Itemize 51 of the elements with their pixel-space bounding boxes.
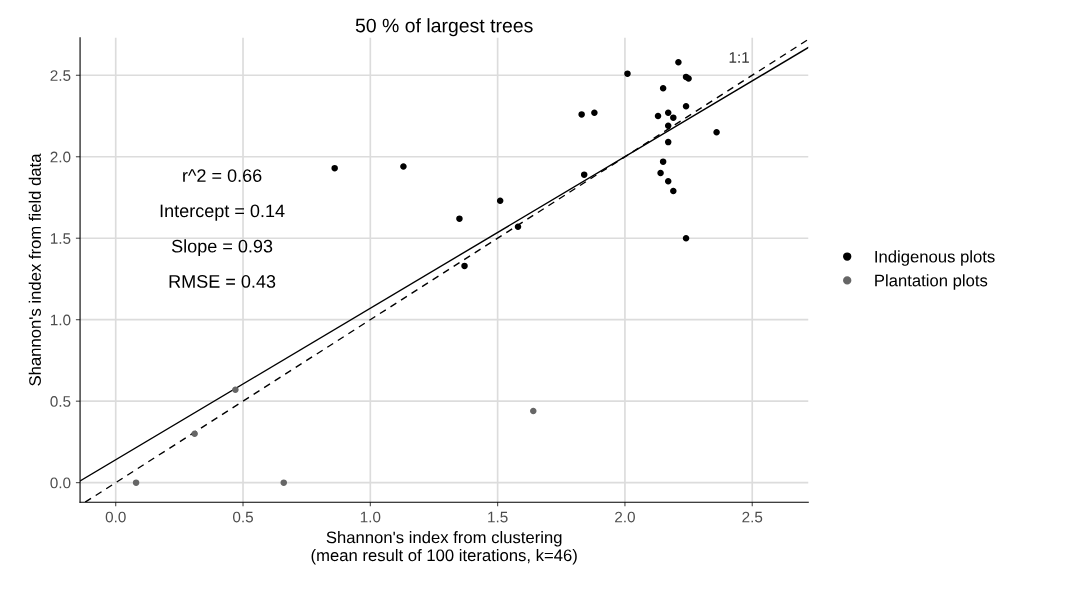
point: [580, 171, 588, 178]
point: [682, 234, 690, 242]
x-tick-label: 0.5: [233, 511, 253, 523]
y-tick-label: 0.5: [50, 396, 71, 407]
x-tick-label: 2.0: [615, 511, 635, 523]
point: [624, 70, 631, 77]
legend-label: Indigenous plots: [875, 250, 995, 266]
y-axis-title: Shannon's index from field data: [28, 153, 41, 386]
annotation: r^2 = 0.66: [183, 169, 262, 182]
point: [713, 129, 720, 136]
y-tick-label: 1.0: [50, 314, 71, 326]
point: [331, 164, 338, 172]
point: [654, 112, 662, 120]
point: [456, 215, 463, 222]
point: [682, 102, 690, 110]
point: [280, 479, 288, 486]
point: [530, 407, 537, 415]
y-tick-label: 2.5: [50, 70, 71, 81]
y-tick-label: 0.0: [50, 477, 71, 489]
point: [670, 114, 677, 121]
point: [670, 187, 677, 195]
y-tick-label: 2.0: [50, 151, 71, 163]
point: [664, 177, 672, 185]
point: [659, 158, 667, 165]
x-tick-label: 0.0: [105, 511, 126, 523]
point: [664, 109, 672, 117]
x-axis-title: Shannon's index from clustering (mean result of 100 iterations, k=46): [311, 531, 577, 565]
point: [461, 262, 468, 270]
y-tick-label: 1.5: [50, 233, 71, 244]
point: [191, 430, 198, 438]
annotation: RMSE = 0.43: [169, 275, 276, 288]
point: [132, 479, 140, 486]
point: [675, 58, 682, 66]
x-tick-label: 2.5: [742, 511, 763, 523]
point: [232, 386, 239, 394]
annotation: Slope = 0.93: [171, 239, 273, 257]
chart-title: 50 % of largest trees: [355, 18, 533, 37]
point: [657, 169, 664, 177]
x-tick-label: 1.0: [360, 511, 381, 523]
legend-label: Plantation plots: [875, 274, 988, 290]
point: [578, 111, 585, 118]
point: [400, 163, 407, 170]
point: [659, 85, 667, 92]
annotation: Intercept = 0.14: [160, 204, 285, 221]
point: [514, 223, 522, 231]
annotation: 1:1: [729, 52, 749, 63]
point: [664, 138, 672, 146]
point: [664, 122, 672, 130]
point: [496, 197, 504, 204]
x-tick-label: 1.5: [488, 511, 508, 523]
point: [591, 109, 598, 117]
